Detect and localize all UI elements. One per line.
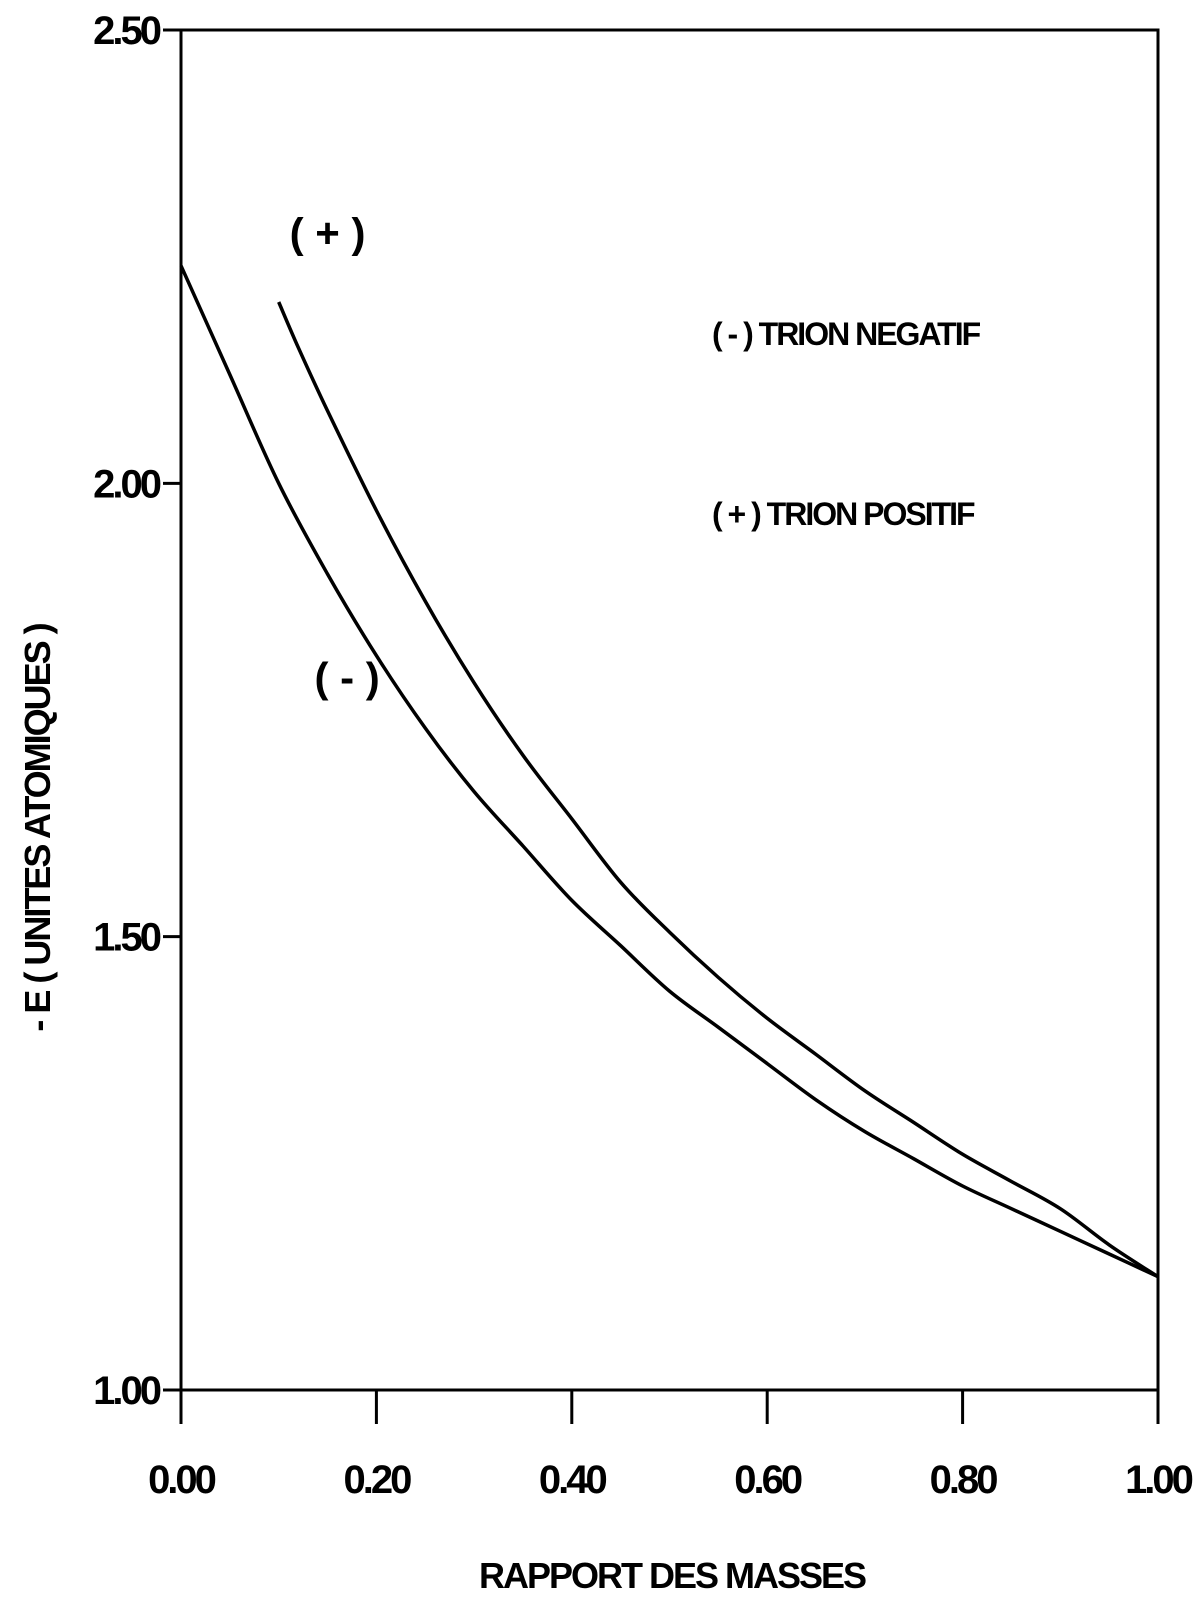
series-group (179, 264, 1159, 1279)
y-tick-label: 1.00 (93, 1369, 161, 1413)
curve-label: ( + ) (290, 210, 366, 257)
series-line-negative (179, 264, 1159, 1279)
legend-entry: ( + ) TRION POSITIF (712, 496, 975, 532)
legend-entry: ( - ) TRION NEGATIF (712, 316, 981, 352)
legend: ( - ) TRION NEGATIF ( + ) TRION POSITIF (712, 316, 983, 532)
annotations: ( + ) ( - ) (290, 210, 380, 701)
y-axis: 1.00 1.50 2.00 2.50 (93, 9, 181, 1413)
series-line-positive (277, 301, 1159, 1279)
y-tick-label: 2.00 (93, 462, 161, 506)
x-tick-label: 0.40 (539, 1458, 607, 1502)
y-axis-title: - E ( UNITES ATOMIQUES ) (17, 623, 58, 1031)
x-tick-label: 0.60 (734, 1458, 802, 1502)
x-axis: 0.00 0.20 0.40 0.60 0.80 1.00 (148, 1390, 1195, 1502)
plot-border (179, 28, 1160, 1392)
plot-frame (179, 28, 1160, 1392)
x-tick-label: 1.00 (1125, 1458, 1193, 1502)
y-tick-label: 2.50 (93, 9, 161, 53)
x-tick-label: 0.00 (148, 1458, 216, 1502)
curve-label: ( - ) (314, 654, 379, 701)
x-tick-label: 0.80 (930, 1458, 998, 1502)
y-tick-label: 1.50 (93, 916, 161, 960)
x-tick-label: 0.20 (343, 1458, 411, 1502)
x-axis-title: RAPPORT DES MASSES (479, 1555, 866, 1596)
